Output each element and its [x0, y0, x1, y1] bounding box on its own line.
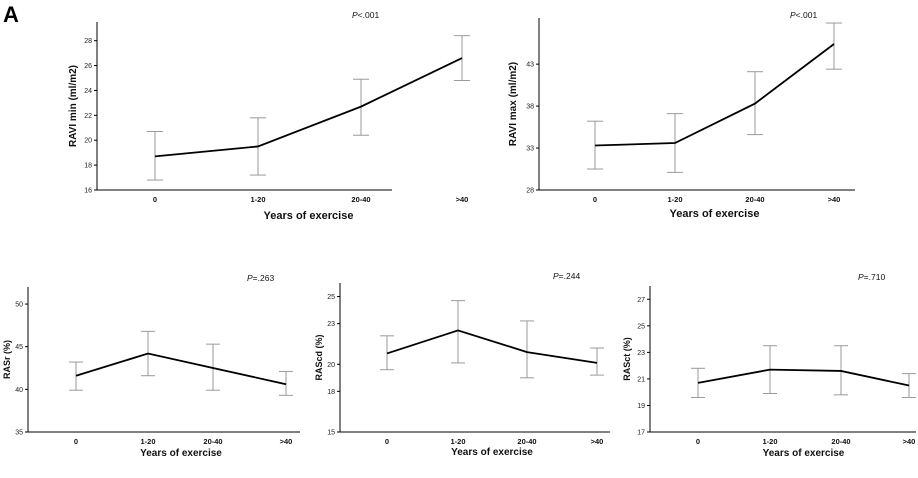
- chart-4: 15 18 20 23 25 0 1-20 20-40 >40 RAScd (%) Years of…: [314, 271, 610, 458]
- y-tick-label: 25: [637, 323, 645, 330]
- x-tick-label: 0: [153, 195, 157, 204]
- error-bar: [590, 347, 604, 376]
- y-tick-label: 20: [327, 362, 335, 369]
- y-tick-label: 27: [637, 297, 645, 304]
- y-axis-label: RAVI max (ml/m2): [508, 62, 519, 146]
- y-tick-label: 35: [15, 430, 23, 437]
- p-value-annotation: P<.001: [352, 10, 379, 20]
- y-tick-label: 28: [526, 188, 534, 195]
- x-tick-label: 0: [385, 437, 389, 446]
- y-tick-label: 16: [84, 188, 92, 195]
- mean-line: [154, 57, 463, 158]
- x-axis-label: Years of exercise: [763, 448, 845, 459]
- y-tick-label: 25: [327, 294, 335, 301]
- y-tick-label: 19: [637, 403, 645, 410]
- x-tick-label: 0: [74, 437, 78, 446]
- y-tick-label: 18: [84, 163, 92, 170]
- x-tick-label: >40: [456, 195, 469, 204]
- y-axis-label: RAVI min (ml/m2): [68, 65, 79, 147]
- error-bar: [520, 320, 534, 379]
- x-axis-label: Years of exercise: [140, 448, 222, 459]
- p-value-annotation: P=.263: [247, 273, 274, 283]
- x-tick-label: 20-40: [351, 195, 370, 204]
- y-tick-label: 26: [84, 63, 92, 70]
- mean-line: [594, 43, 835, 147]
- p-value-annotation: P=.244: [553, 271, 580, 281]
- x-axis-label: Years of exercise: [451, 447, 533, 458]
- y-tick-label: 23: [637, 350, 645, 357]
- y-tick-label: 17: [637, 430, 645, 437]
- x-tick-label: 20-40: [831, 437, 850, 446]
- x-tick-label: 1-20: [667, 195, 682, 204]
- chart-2: 28 33 38 43 0 1-20 20-40 >40 RAVI max (ml/m2) Yea…: [508, 10, 855, 220]
- y-axis-label: RASr (%): [2, 340, 12, 379]
- y-tick-label: 40: [15, 387, 23, 394]
- mean-line: [75, 352, 287, 386]
- y-tick-label: 20: [84, 138, 92, 145]
- y-axis-label: RAScd (%): [314, 334, 324, 380]
- x-tick-label: 1-20: [140, 437, 155, 446]
- x-tick-label: >40: [903, 437, 916, 446]
- p-value-annotation: P=.710: [858, 272, 885, 282]
- error-bar: [451, 300, 465, 364]
- y-tick-label: 15: [327, 430, 335, 437]
- x-tick-label: 1-20: [450, 437, 465, 446]
- x-tick-label: 0: [593, 195, 597, 204]
- y-tick-label: 18: [327, 389, 335, 396]
- figure-label: A: [3, 2, 19, 27]
- mean-line: [386, 329, 598, 364]
- y-tick-label: 23: [327, 321, 335, 328]
- y-tick-label: 24: [84, 88, 92, 95]
- x-tick-label: 1-20: [762, 437, 777, 446]
- x-axis-label: Years of exercise: [264, 210, 354, 222]
- x-tick-label: >40: [828, 195, 841, 204]
- y-axis-label: RASct (%): [622, 337, 632, 381]
- x-tick-label: 20-40: [517, 437, 536, 446]
- y-tick-label: 33: [526, 146, 534, 153]
- chart-1: 16 18 20 22 24 26 28 0 1-20 20-40 >40 RAVI min (ml/…: [68, 10, 470, 222]
- error-bar: [69, 361, 83, 391]
- x-tick-label: 1-20: [250, 195, 265, 204]
- x-tick-label: 20-40: [745, 195, 764, 204]
- x-axis-label: Years of exercise: [670, 208, 760, 220]
- error-bar: [826, 22, 842, 70]
- x-tick-label: 20-40: [203, 437, 222, 446]
- y-tick-label: 22: [84, 113, 92, 120]
- x-tick-label: 0: [696, 437, 700, 446]
- chart-5: 17 19 21 23 25 27 0 1-20 20-40 >40 RASct (%) Years …: [622, 272, 916, 459]
- x-tick-label: >40: [591, 437, 604, 446]
- mean-line: [697, 368, 910, 387]
- y-tick-label: 43: [526, 62, 534, 69]
- y-tick-label: 38: [526, 104, 534, 111]
- y-tick-label: 45: [15, 344, 23, 351]
- y-tick-label: 28: [84, 38, 92, 45]
- x-tick-label: >40: [280, 437, 293, 446]
- y-tick-label: 21: [637, 376, 645, 383]
- y-tick-label: 50: [15, 302, 23, 309]
- p-value-annotation: P<.001: [790, 10, 817, 20]
- chart-3: 35 40 45 50 0 1-20 20-40 >40 RASr (%) Years of ex…: [2, 273, 300, 459]
